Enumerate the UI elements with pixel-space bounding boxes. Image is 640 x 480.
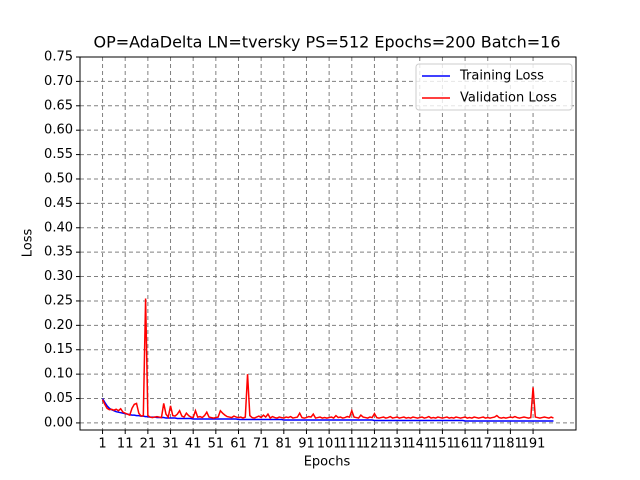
x-tick-label: 31: [162, 437, 179, 452]
y-tick-label: 0.10: [44, 367, 73, 382]
series-line: [101, 398, 554, 422]
y-tick-label: 0.45: [44, 196, 73, 211]
y-tick-label: 0.30: [44, 269, 73, 284]
x-tick-label: 71: [253, 437, 270, 452]
legend-box: [415, 63, 573, 111]
x-axis-label: Epochs: [304, 455, 351, 470]
x-tick-label: 81: [276, 437, 293, 452]
chart-title: OP=AdaDelta LN=tversky PS=512 Epochs=200…: [93, 33, 560, 52]
y-tick-label: 0.70: [44, 74, 73, 89]
y-tick-label: 0.75: [44, 50, 73, 65]
x-tick-label: 141: [407, 437, 432, 452]
x-tick-label: 61: [230, 437, 247, 452]
series-line: [101, 298, 554, 420]
x-tick-label: 21: [140, 437, 157, 452]
y-tick-label: 0.20: [44, 318, 73, 333]
y-tick-label: 0.25: [44, 293, 73, 308]
y-tick-label: 0.50: [44, 171, 73, 186]
x-tick-label: 131: [385, 437, 410, 452]
plot-frame: [79, 56, 577, 431]
y-tick-label: 0.60: [44, 123, 73, 138]
y-tick-label: 0.05: [44, 391, 73, 406]
y-tick-label: 0.35: [44, 245, 73, 260]
y-tick-label: 0.65: [44, 98, 73, 113]
y-tick-label: 0.40: [44, 220, 73, 235]
legend-label: Validation Loss: [460, 91, 557, 106]
x-tick-label: 91: [298, 437, 315, 452]
x-tick-label: 51: [208, 437, 225, 452]
x-tick-label: 111: [339, 437, 364, 452]
y-axis-label: Loss: [21, 229, 36, 258]
y-tick-label: 0.15: [44, 342, 73, 357]
x-tick-label: 11: [117, 437, 134, 452]
x-tick-label: 1: [98, 437, 106, 452]
x-tick-label: 41: [185, 437, 202, 452]
x-tick-label: 181: [498, 437, 523, 452]
y-tick-label: 0.00: [44, 415, 73, 430]
x-tick-label: 121: [362, 437, 387, 452]
legend-label: Training Loss: [459, 69, 544, 84]
x-tick-label: 101: [317, 437, 342, 452]
x-tick-label: 161: [453, 437, 478, 452]
x-tick-label: 151: [430, 437, 455, 452]
x-tick-label: 191: [521, 437, 546, 452]
x-tick-label: 171: [475, 437, 500, 452]
y-tick-label: 0.55: [44, 147, 73, 162]
